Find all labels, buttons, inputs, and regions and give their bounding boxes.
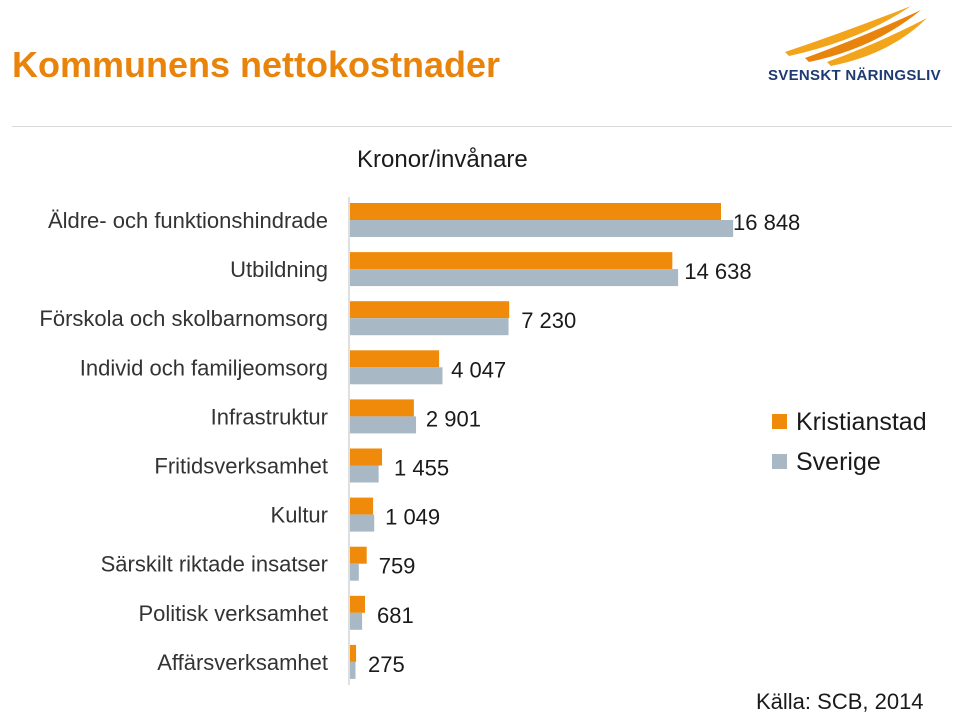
bar-sverige bbox=[350, 220, 734, 237]
category-label: Fritidsverksamhet bbox=[154, 454, 328, 479]
data-label: 1 049 bbox=[385, 505, 440, 530]
category-label: Kultur bbox=[271, 503, 328, 528]
svenskt-naringsliv-logo: SVENSKT NÄRINGSLIV bbox=[765, 2, 955, 86]
bar-kristianstad bbox=[350, 497, 374, 515]
bar-sverige bbox=[350, 661, 356, 679]
bar-kristianstad bbox=[350, 448, 383, 466]
category-label: Utbildning bbox=[230, 257, 328, 282]
data-label: 275 bbox=[368, 652, 405, 677]
logo-text: SVENSKT NÄRINGSLIV bbox=[768, 67, 941, 84]
bar-kristianstad bbox=[350, 546, 367, 564]
category-label: Politisk verksamhet bbox=[138, 601, 328, 626]
category-label: Äldre- och funktionshindrade bbox=[48, 208, 328, 233]
bar-kristianstad bbox=[350, 644, 357, 662]
bar-kristianstad bbox=[350, 301, 510, 319]
chart-title: Kronor/invånare bbox=[357, 146, 528, 173]
bar-sverige bbox=[350, 514, 375, 532]
bar-sverige bbox=[350, 318, 509, 336]
source-note: Källa: SCB, 2014 bbox=[756, 689, 924, 714]
data-label: 4 047 bbox=[451, 357, 506, 382]
legend-swatch-kristianstad bbox=[772, 414, 787, 429]
bar-sverige bbox=[350, 563, 359, 581]
bar-kristianstad bbox=[350, 399, 414, 417]
category-label: Individ och familjeomsorg bbox=[80, 355, 328, 380]
bar-sverige bbox=[350, 416, 417, 434]
header-divider bbox=[12, 126, 952, 127]
flame-icon bbox=[785, 6, 927, 66]
category-label: Affärsverksamhet bbox=[157, 650, 328, 675]
bar-kristianstad bbox=[350, 203, 721, 220]
data-label: 681 bbox=[377, 603, 414, 628]
legend-swatch-sverige bbox=[772, 454, 787, 469]
legend-label-sverige: Sverige bbox=[796, 448, 881, 476]
bar-kristianstad bbox=[350, 252, 673, 270]
bar-sverige bbox=[350, 269, 679, 287]
bar-kristianstad bbox=[350, 350, 440, 368]
data-label: 2 901 bbox=[426, 406, 481, 431]
data-label: 1 455 bbox=[394, 456, 449, 481]
bar-sverige bbox=[350, 465, 379, 483]
bar-sverige bbox=[350, 612, 363, 630]
data-label: 16 848 bbox=[733, 210, 800, 235]
data-label: 7 230 bbox=[521, 308, 576, 333]
category-label: Förskola och skolbarnomsorg bbox=[39, 306, 328, 331]
data-label: 759 bbox=[379, 554, 416, 579]
bar-kristianstad bbox=[350, 595, 365, 613]
data-label: 14 638 bbox=[684, 259, 751, 284]
page-title: Kommunens nettokostnader bbox=[12, 44, 501, 85]
legend-label-kristianstad: Kristianstad bbox=[796, 408, 927, 436]
bar-sverige bbox=[350, 367, 443, 385]
category-label: Särskilt riktade insatser bbox=[101, 552, 328, 577]
category-label: Infrastruktur bbox=[211, 404, 328, 429]
